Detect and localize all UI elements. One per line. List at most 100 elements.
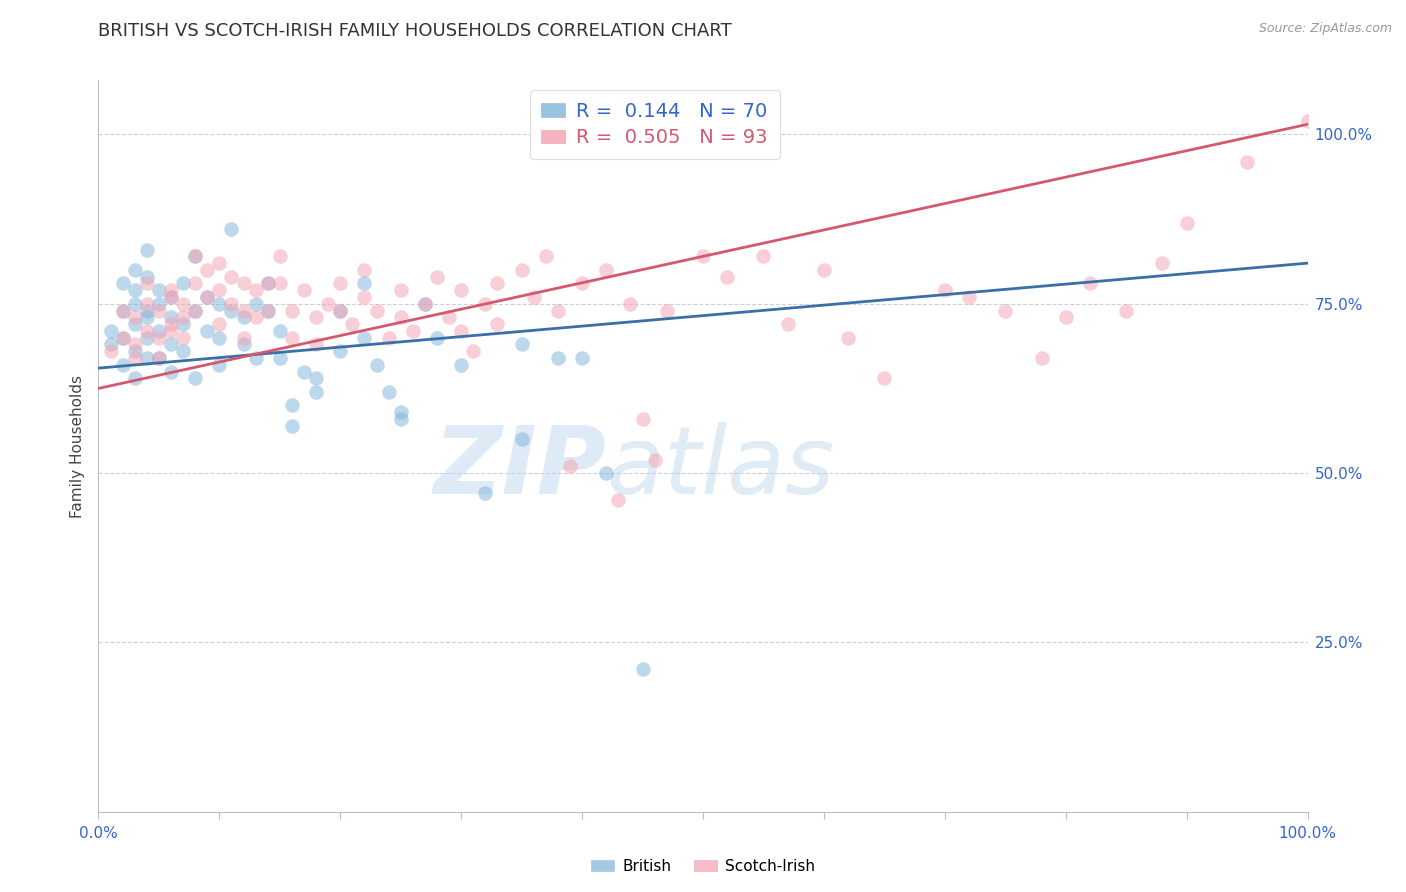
Point xyxy=(329,277,352,291)
Point xyxy=(111,358,134,372)
Point xyxy=(100,344,122,359)
Point xyxy=(292,364,315,378)
Point xyxy=(135,277,157,291)
Point xyxy=(160,364,183,378)
Point xyxy=(160,290,183,304)
Point xyxy=(957,290,980,304)
Text: atlas: atlas xyxy=(606,423,835,514)
Point xyxy=(305,371,328,385)
Point xyxy=(135,310,157,325)
Point xyxy=(366,303,388,318)
Point xyxy=(124,371,146,385)
Point xyxy=(547,351,569,365)
Point xyxy=(752,249,775,263)
Point xyxy=(523,290,546,304)
Point xyxy=(644,452,666,467)
Point xyxy=(426,269,449,284)
Point xyxy=(389,283,412,297)
Point xyxy=(184,371,207,385)
Point xyxy=(655,303,678,318)
Point xyxy=(450,358,472,372)
Point xyxy=(232,277,254,291)
Point xyxy=(474,486,496,500)
Point xyxy=(269,277,291,291)
Point xyxy=(437,310,460,325)
Point xyxy=(160,283,183,297)
Point xyxy=(631,412,654,426)
Point xyxy=(269,351,291,365)
Point xyxy=(208,283,231,297)
Point xyxy=(135,351,157,365)
Point xyxy=(184,303,207,318)
Point xyxy=(124,283,146,297)
Point xyxy=(463,344,485,359)
Point xyxy=(595,466,617,480)
Point xyxy=(450,324,472,338)
Point xyxy=(305,337,328,351)
Point xyxy=(281,331,304,345)
Point xyxy=(245,283,267,297)
Point xyxy=(595,263,617,277)
Point xyxy=(256,277,278,291)
Point xyxy=(232,310,254,325)
Point xyxy=(124,310,146,325)
Point xyxy=(221,303,243,318)
Point xyxy=(607,493,630,508)
Point xyxy=(510,337,533,351)
Point xyxy=(172,297,194,311)
Point xyxy=(692,249,714,263)
Point xyxy=(184,277,207,291)
Point xyxy=(124,337,146,351)
Point xyxy=(934,283,956,297)
Point xyxy=(366,358,388,372)
Point xyxy=(389,405,412,419)
Point xyxy=(510,432,533,446)
Point xyxy=(172,277,194,291)
Point xyxy=(716,269,738,284)
Point xyxy=(571,351,593,365)
Point xyxy=(316,297,339,311)
Point xyxy=(813,263,835,277)
Point xyxy=(232,303,254,318)
Point xyxy=(124,344,146,359)
Point xyxy=(111,303,134,318)
Point xyxy=(195,290,218,304)
Point xyxy=(195,324,218,338)
Point xyxy=(111,277,134,291)
Point xyxy=(413,297,436,311)
Point xyxy=(135,243,157,257)
Point xyxy=(776,317,799,331)
Point xyxy=(377,384,399,399)
Point xyxy=(510,263,533,277)
Point xyxy=(402,324,425,338)
Point xyxy=(184,249,207,263)
Point xyxy=(329,344,352,359)
Point xyxy=(148,324,170,338)
Point xyxy=(1054,310,1077,325)
Point xyxy=(208,331,231,345)
Point xyxy=(281,418,304,433)
Point xyxy=(100,324,122,338)
Point xyxy=(1115,303,1137,318)
Point xyxy=(486,277,509,291)
Point xyxy=(160,317,183,331)
Point xyxy=(100,337,122,351)
Point xyxy=(124,317,146,331)
Point xyxy=(111,331,134,345)
Text: BRITISH VS SCOTCH-IRISH FAMILY HOUSEHOLDS CORRELATION CHART: BRITISH VS SCOTCH-IRISH FAMILY HOUSEHOLD… xyxy=(98,22,733,40)
Point xyxy=(172,310,194,325)
Point xyxy=(631,663,654,677)
Point xyxy=(256,303,278,318)
Point xyxy=(208,317,231,331)
Point xyxy=(221,297,243,311)
Point xyxy=(281,303,304,318)
Point xyxy=(208,358,231,372)
Point xyxy=(148,331,170,345)
Point xyxy=(353,277,375,291)
Point xyxy=(292,283,315,297)
Legend: British, Scotch-Irish: British, Scotch-Irish xyxy=(585,853,821,880)
Point xyxy=(148,351,170,365)
Point xyxy=(558,459,581,474)
Point xyxy=(148,297,170,311)
Point xyxy=(269,249,291,263)
